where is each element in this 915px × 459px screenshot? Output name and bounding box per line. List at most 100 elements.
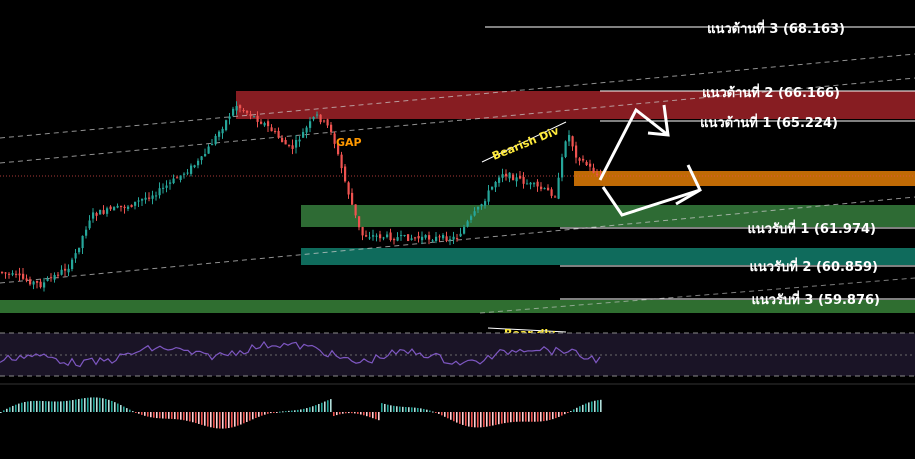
candle-body	[221, 128, 224, 134]
histogram-bar	[174, 412, 176, 420]
candle-body	[438, 236, 441, 238]
histogram-bar	[510, 412, 512, 423]
histogram-bar	[579, 406, 581, 412]
candle-body	[176, 177, 179, 179]
candle-body	[487, 190, 490, 202]
histogram-bar	[72, 400, 74, 412]
candle-body	[57, 274, 60, 276]
histogram-bar	[141, 412, 143, 415]
candle-body	[270, 127, 273, 132]
histogram-bar	[348, 412, 350, 414]
histogram-bar	[162, 412, 164, 419]
candle-body	[351, 192, 354, 205]
histogram-bar	[132, 411, 134, 413]
candle-body	[466, 221, 469, 227]
histogram-bar	[519, 412, 521, 422]
candle-body	[67, 268, 70, 273]
histogram-bar	[318, 403, 320, 412]
histogram-bar	[105, 398, 107, 412]
candle-body	[162, 187, 165, 189]
histogram-bar	[147, 412, 149, 417]
candle-body	[53, 274, 56, 280]
histogram-bar	[516, 412, 518, 422]
histogram-bar	[543, 412, 545, 422]
candle-body	[232, 108, 235, 116]
candle-body	[123, 206, 126, 209]
candle-body	[484, 201, 487, 206]
histogram-bar	[402, 406, 404, 412]
histogram-bar	[228, 412, 230, 429]
histogram-bar	[231, 412, 233, 428]
histogram-bar	[189, 412, 191, 422]
candle-body	[354, 204, 357, 216]
histogram-bar	[126, 408, 128, 412]
candle-body	[92, 212, 95, 219]
candle-body	[456, 238, 459, 240]
histogram-bar	[99, 397, 101, 412]
candle-body	[386, 234, 389, 237]
candle-body	[326, 119, 329, 126]
histogram-bar	[504, 412, 506, 424]
histogram-bar	[384, 403, 386, 412]
candle-body	[130, 204, 133, 208]
histogram-bar	[258, 412, 260, 417]
candle-body	[382, 237, 385, 239]
forecast-arrow-down-head	[675, 164, 702, 206]
histogram-bar	[285, 411, 287, 413]
histogram-bar	[423, 408, 425, 412]
histogram-bar	[207, 412, 209, 427]
candle-body	[515, 177, 518, 182]
candle-body	[120, 205, 123, 207]
candle-body	[204, 154, 207, 157]
candle-body	[330, 124, 333, 132]
histogram-bar	[525, 412, 527, 422]
candle-body	[512, 174, 515, 181]
histogram-bar	[375, 412, 377, 420]
bear-div-rsi-line	[487, 327, 567, 333]
candle-body	[29, 279, 32, 285]
candle-body	[396, 237, 399, 241]
candle-body	[473, 211, 476, 216]
candle-body	[71, 259, 74, 270]
histogram-bar	[30, 401, 32, 412]
candle-body	[347, 182, 350, 195]
histogram-bar	[441, 412, 443, 416]
candle-body	[277, 130, 280, 138]
histogram-bar	[198, 412, 200, 424]
candle-body	[543, 188, 546, 190]
candle-body	[463, 227, 466, 234]
histogram-bar	[87, 397, 89, 412]
histogram-bar	[570, 411, 572, 413]
histogram-bar	[309, 407, 311, 412]
candle-body	[410, 238, 413, 240]
candle-body	[74, 253, 77, 259]
candle-body	[421, 236, 424, 241]
candle-body	[116, 205, 119, 208]
candle-body	[561, 157, 564, 178]
candle-body	[557, 177, 560, 199]
candle-body	[424, 235, 427, 238]
histogram-bar	[252, 412, 254, 420]
histogram-bar	[180, 412, 182, 420]
histogram-bar	[111, 400, 113, 412]
candle-body	[508, 172, 511, 179]
candle-body	[592, 167, 595, 173]
histogram-bar	[159, 412, 161, 419]
candle-body	[197, 160, 200, 166]
histogram-bar	[51, 401, 53, 412]
histogram-bar	[264, 412, 266, 415]
candle-body	[295, 140, 298, 148]
histogram-bar	[288, 410, 290, 412]
histogram-bar	[246, 412, 248, 422]
histogram-bar	[558, 412, 560, 417]
candle-body	[435, 236, 438, 242]
histogram-bar	[387, 404, 389, 412]
histogram-bar	[39, 400, 41, 412]
histogram-bar	[408, 407, 410, 412]
histogram-bar	[465, 412, 467, 426]
histogram-bar	[177, 412, 179, 420]
candle-body	[571, 136, 574, 147]
candle-body	[179, 175, 182, 181]
